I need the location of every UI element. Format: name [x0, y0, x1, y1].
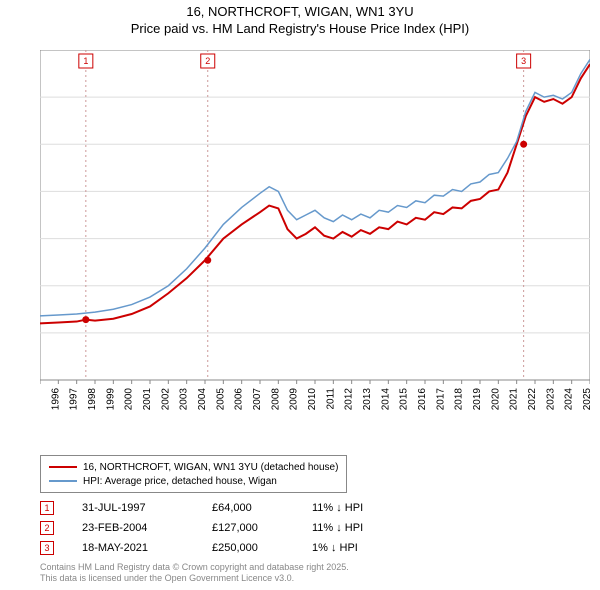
- footer-line-2: This data is licensed under the Open Gov…: [40, 573, 349, 584]
- svg-text:2019: 2019: [472, 388, 483, 411]
- chart-container: 16, NORTHCROFT, WIGAN, WN1 3YU Price pai…: [0, 0, 600, 590]
- svg-text:1: 1: [83, 56, 88, 66]
- footer: Contains HM Land Registry data © Crown c…: [40, 562, 349, 585]
- marker-badge-0-id: 1: [44, 503, 49, 513]
- marker-event-row-1: 2 23-FEB-2004 £127,000 11% ↓ HPI: [40, 518, 392, 538]
- marker-date-2: 18-MAY-2021: [82, 542, 212, 554]
- svg-text:1995: 1995: [40, 388, 43, 411]
- svg-text:2024: 2024: [564, 388, 575, 411]
- svg-text:2016: 2016: [417, 388, 428, 411]
- marker-date-1: 23-FEB-2004: [82, 522, 212, 534]
- svg-text:2021: 2021: [509, 388, 520, 411]
- legend-label-0: 16, NORTHCROFT, WIGAN, WN1 3YU (detached…: [83, 462, 338, 473]
- svg-text:2003: 2003: [179, 388, 190, 411]
- chart-svg: £0£50K£100K£150K£200K£250K£300K£350K1995…: [40, 50, 590, 415]
- marker-event-row-2: 3 18-MAY-2021 £250,000 1% ↓ HPI: [40, 538, 392, 558]
- legend-swatch-0: [49, 466, 77, 468]
- svg-text:2007: 2007: [252, 388, 263, 411]
- marker-badge-1-id: 2: [44, 523, 49, 533]
- legend-box: 16, NORTHCROFT, WIGAN, WN1 3YU (detached…: [40, 455, 347, 493]
- marker-diff-0: 11% ↓ HPI: [312, 502, 392, 514]
- marker-event-row-0: 1 31-JUL-1997 £64,000 11% ↓ HPI: [40, 498, 392, 518]
- title-line-1: 16, NORTHCROFT, WIGAN, WN1 3YU: [0, 4, 600, 19]
- svg-text:2022: 2022: [527, 388, 538, 411]
- title-block: 16, NORTHCROFT, WIGAN, WN1 3YU Price pai…: [0, 0, 600, 36]
- svg-text:2013: 2013: [362, 388, 373, 411]
- marker-price-0: £64,000: [212, 502, 312, 514]
- marker-badge-2-id: 3: [44, 543, 49, 553]
- legend-row-1: HPI: Average price, detached house, Wiga…: [49, 474, 338, 488]
- svg-text:2000: 2000: [124, 388, 135, 411]
- marker-diff-2: 1% ↓ HPI: [312, 542, 392, 554]
- marker-price-1: £127,000: [212, 522, 312, 534]
- svg-text:2008: 2008: [270, 388, 281, 411]
- svg-text:2001: 2001: [142, 388, 153, 411]
- marker-price-2: £250,000: [212, 542, 312, 554]
- svg-text:2002: 2002: [160, 388, 171, 411]
- marker-badge-1: 2: [40, 521, 54, 535]
- svg-text:2020: 2020: [490, 388, 501, 411]
- svg-text:2025: 2025: [582, 388, 590, 411]
- svg-text:2012: 2012: [344, 388, 355, 411]
- legend-swatch-1: [49, 480, 77, 482]
- svg-text:2014: 2014: [380, 388, 391, 411]
- legend-label-1: HPI: Average price, detached house, Wiga…: [83, 476, 277, 487]
- footer-line-1: Contains HM Land Registry data © Crown c…: [40, 562, 349, 573]
- svg-text:2018: 2018: [454, 388, 465, 411]
- svg-text:2010: 2010: [307, 388, 318, 411]
- svg-text:2015: 2015: [399, 388, 410, 411]
- marker-events-table: 1 31-JUL-1997 £64,000 11% ↓ HPI 2 23-FEB…: [40, 498, 392, 558]
- title-line-2: Price paid vs. HM Land Registry's House …: [0, 21, 600, 36]
- marker-badge-0: 1: [40, 501, 54, 515]
- svg-text:3: 3: [521, 56, 526, 66]
- marker-badge-2: 3: [40, 541, 54, 555]
- svg-text:2004: 2004: [197, 388, 208, 411]
- svg-text:2005: 2005: [215, 388, 226, 411]
- svg-text:1997: 1997: [69, 388, 80, 411]
- svg-text:1996: 1996: [50, 388, 61, 411]
- svg-text:2006: 2006: [234, 388, 245, 411]
- marker-date-0: 31-JUL-1997: [82, 502, 212, 514]
- chart-area: £0£50K£100K£150K£200K£250K£300K£350K1995…: [40, 50, 590, 415]
- svg-text:2023: 2023: [545, 388, 556, 411]
- legend-row-0: 16, NORTHCROFT, WIGAN, WN1 3YU (detached…: [49, 460, 338, 474]
- svg-text:2009: 2009: [289, 388, 300, 411]
- marker-diff-1: 11% ↓ HPI: [312, 522, 392, 534]
- svg-text:1998: 1998: [87, 388, 98, 411]
- svg-text:2011: 2011: [325, 388, 336, 410]
- svg-text:2017: 2017: [435, 388, 446, 411]
- svg-text:2: 2: [205, 56, 210, 66]
- svg-text:1999: 1999: [105, 388, 116, 411]
